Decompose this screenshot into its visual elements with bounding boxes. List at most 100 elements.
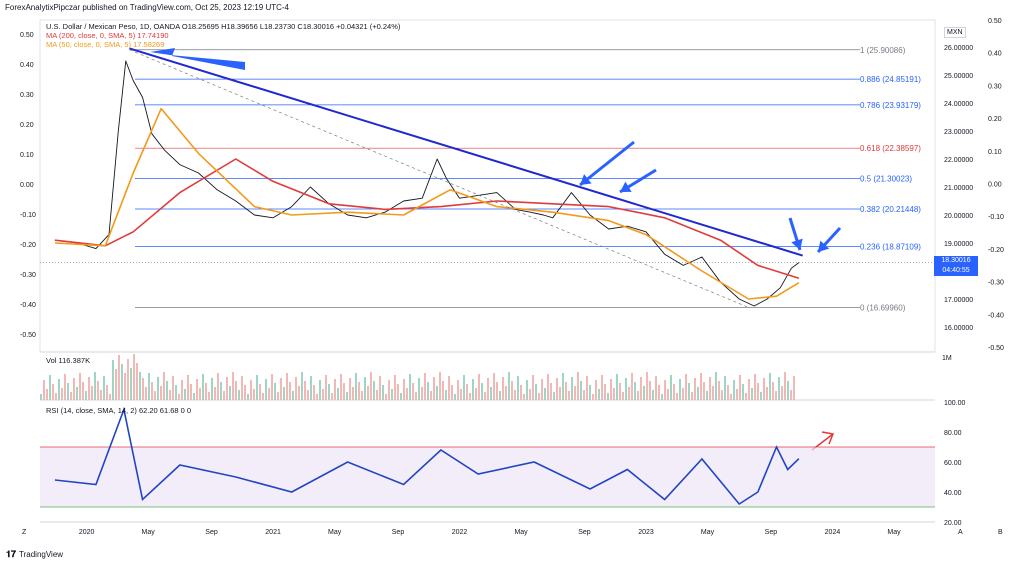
left-axis-tick: -0.40 [20,302,36,309]
volume-bar [40,394,42,400]
volume-bar [322,389,324,400]
right-outer-tick: -0.50 [988,345,1004,352]
volume-bar [121,364,123,400]
volume-bar [118,355,120,400]
volume-bar [280,378,282,400]
volume-bar [517,376,519,400]
volume-bar [604,384,606,400]
right-outer-tick: -0.10 [988,214,1004,221]
ma50-legend[interactable]: MA (50, close, 0, SMA, 5) 17.58269 [46,40,165,49]
volume-bar [508,372,510,400]
volume-bar [88,377,90,400]
volume-bar [370,372,372,400]
arrow-head [580,174,592,185]
chart-legend: U.S. Dollar / Mexican Peso, 1D, OANDA O1… [46,22,400,49]
price-tick: 25.00000 [944,73,973,80]
volume-bar [178,394,180,400]
volume-bar [466,384,468,400]
volume-bar [580,381,582,400]
volume-bar [403,379,405,400]
volume-bar [721,390,723,400]
right-outer-tick: -0.30 [988,280,1004,287]
volume-bar [217,373,219,400]
volume-bar [457,380,459,400]
volume-legend[interactable]: Vol 116.387K [46,356,91,365]
price-tick: 19.00000 [944,241,973,248]
volume-bar [718,381,720,400]
volume-bar [238,390,240,400]
volume-bar [247,394,249,400]
volume-bar [577,372,579,400]
volume-bar [631,373,633,400]
volume-bar [502,377,504,400]
volume-bar [529,389,531,400]
volume-bar [49,375,51,400]
volume-bar [655,376,657,400]
symbol-legend[interactable]: U.S. Dollar / Mexican Peso, 1D, OANDA O1… [46,22,401,31]
volume-bar [622,392,624,400]
x-axis-tick: May [514,529,528,536]
rsi-axis-tick: 60.00 [944,460,962,467]
volume-bar [571,377,573,400]
arrow-annotation [579,140,635,187]
volume-bar [619,383,621,400]
volume-bar [601,375,603,400]
rsi-legend[interactable]: RSI (14, close, SMA, 14, 2) 62.20 61.68 … [46,406,192,415]
arrow-head [818,240,830,252]
volume-bar [232,372,234,400]
fib-level-label: 0.886 (24.85191) [860,75,921,84]
volume-bar [157,377,159,400]
volume-bar [646,372,648,400]
volume-bar [661,394,663,400]
volume-bar [733,380,735,400]
volume-bar [757,383,759,400]
volume-bar [352,387,354,400]
volume-bar [328,384,330,400]
volume-bar [574,386,576,400]
volume-bar [316,394,318,400]
volume-bar [379,376,381,400]
volume-bar [367,386,369,400]
volume-bar [535,384,537,400]
volume-bar [172,376,174,400]
volume-bar [145,387,147,400]
volume-bar [115,369,117,400]
volume-bar [742,384,744,400]
countdown: 04:40:55 [942,267,970,274]
volume-bar [526,380,528,400]
current-price-badge: 18.30016 04:40:55 [934,256,978,276]
volume-bar [52,384,54,400]
rsi-arrow-head [821,431,835,445]
volume-bar [436,386,438,400]
volume-bar [553,392,555,400]
volume-bar [460,389,462,400]
volume-bar [226,377,228,400]
volume-bar [583,390,585,400]
x-axis-tick: 2024 [825,529,841,536]
volume-bar [751,388,753,400]
volume-bar [739,375,741,400]
ma200-legend[interactable]: MA (200, close, 0, SMA, 5) 17.74190 [46,31,169,40]
volume-bar [787,381,789,400]
volume-bar [607,393,609,400]
volume-bar [175,385,177,400]
volume-bar [130,368,132,400]
volume-bar [400,393,402,400]
tradingview-logo[interactable]: 𝟏𝟕 TradingView [6,549,63,560]
volume-bar [337,388,339,400]
volume-bar [637,391,639,400]
volume-bar [490,387,492,400]
currency-label[interactable]: MXN [944,27,966,38]
volume-bar [709,377,711,400]
volume-bar [469,393,471,400]
volume-bar [550,383,552,400]
volume-axis-tick: 1M [942,355,952,362]
volume-bar [547,374,549,400]
volume-bar [382,385,384,400]
volume-bar [358,382,360,400]
volume-bar [253,389,255,400]
volume-bar [301,372,303,400]
right-outer-tick: 0.30 [988,83,1002,90]
volume-bar [343,383,345,400]
